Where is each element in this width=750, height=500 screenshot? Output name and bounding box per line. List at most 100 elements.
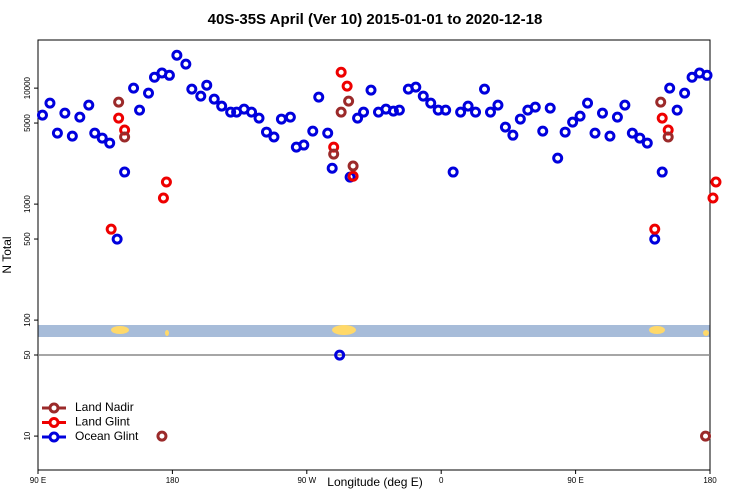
point	[51, 127, 63, 139]
point	[195, 90, 207, 102]
point	[334, 349, 346, 361]
legend-label: Land Nadir	[75, 400, 134, 414]
point	[335, 106, 347, 118]
point	[96, 132, 108, 144]
point	[529, 101, 541, 113]
point	[655, 96, 667, 108]
point	[387, 105, 399, 117]
point	[664, 82, 676, 94]
point	[74, 111, 86, 123]
point	[656, 112, 668, 124]
point	[83, 99, 95, 111]
point	[253, 112, 265, 124]
y-tick-label: 10	[23, 431, 32, 440]
point	[111, 233, 123, 245]
point	[160, 176, 172, 188]
point	[157, 192, 169, 204]
x-tick-label: 90 E	[567, 476, 583, 485]
point	[544, 102, 556, 114]
legend-marker	[48, 402, 60, 414]
y-tick-label: 10000	[23, 76, 32, 99]
point	[484, 106, 496, 118]
point	[225, 106, 237, 118]
point	[470, 106, 482, 118]
x-axis-label: Longitude (deg E)	[327, 475, 422, 489]
point	[201, 79, 213, 91]
point	[44, 97, 56, 109]
point	[326, 162, 338, 174]
point	[347, 170, 359, 182]
point	[641, 137, 653, 149]
point	[393, 104, 405, 116]
point	[589, 127, 601, 139]
point	[365, 84, 377, 96]
x-tick-label: 90 W	[297, 476, 316, 485]
point	[649, 233, 661, 245]
point	[104, 137, 116, 149]
point	[180, 58, 192, 70]
y-tick-label: 50	[23, 350, 32, 359]
point	[425, 97, 437, 109]
x-tick-label: 0	[439, 476, 444, 485]
point	[148, 71, 160, 83]
point	[596, 107, 608, 119]
point	[36, 109, 48, 121]
chart-title: 40S-35S April (Ver 10) 2015-01-01 to 202…	[208, 11, 543, 28]
legend-label: Land Glint	[75, 415, 130, 429]
point	[567, 116, 579, 128]
y-tick-label: 500	[23, 232, 32, 246]
point	[492, 99, 504, 111]
point	[410, 81, 422, 93]
point	[417, 90, 429, 102]
y-tick-label: 5000	[23, 114, 32, 132]
point	[611, 111, 623, 123]
y-axis-label: N Total	[0, 236, 14, 273]
point	[128, 82, 140, 94]
legend-label: Ocean Glint	[75, 429, 139, 443]
point	[671, 104, 683, 116]
point	[656, 166, 668, 178]
point	[307, 125, 319, 137]
point	[59, 107, 71, 119]
point	[119, 131, 131, 143]
legend-marker	[48, 417, 60, 428]
point	[105, 223, 117, 235]
x-tick-label: 180	[703, 476, 717, 485]
point	[298, 139, 310, 151]
plot-frame	[37, 39, 711, 471]
point	[619, 99, 631, 111]
point	[507, 129, 519, 141]
point	[582, 97, 594, 109]
point	[113, 96, 125, 108]
point	[322, 127, 334, 139]
point	[634, 132, 646, 144]
point	[143, 87, 155, 99]
point	[440, 104, 452, 116]
point	[679, 87, 691, 99]
point	[275, 113, 287, 125]
point	[701, 69, 713, 81]
point	[171, 49, 183, 61]
point	[462, 100, 474, 112]
point	[246, 106, 258, 118]
point	[134, 104, 146, 116]
point	[328, 148, 340, 160]
point	[352, 112, 364, 124]
point	[574, 110, 586, 122]
point	[268, 131, 280, 143]
point	[113, 112, 125, 124]
point	[260, 126, 272, 138]
point	[710, 176, 722, 188]
point	[552, 152, 564, 164]
point	[662, 131, 674, 143]
y-tick-label: 100	[23, 313, 32, 327]
point	[514, 113, 526, 125]
point	[707, 192, 719, 204]
point	[89, 127, 101, 139]
point	[284, 111, 296, 123]
point	[208, 93, 220, 105]
point	[455, 106, 467, 118]
point	[156, 430, 168, 442]
point	[66, 130, 78, 142]
